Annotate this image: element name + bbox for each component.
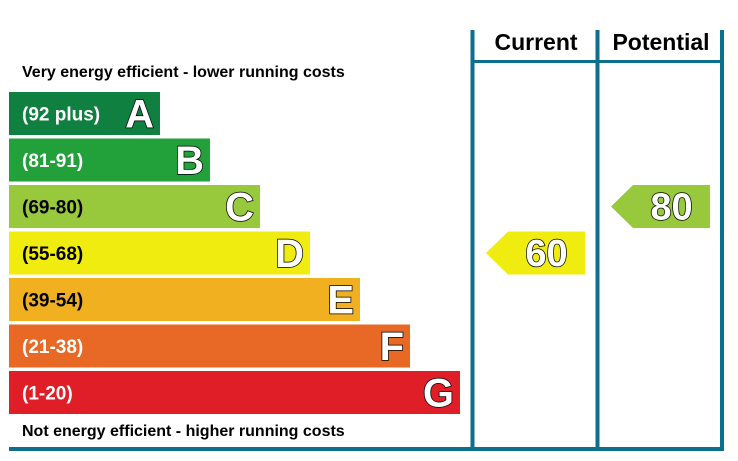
band-f-bar <box>9 324 410 368</box>
band-g-bar <box>9 371 460 414</box>
band-a-letter: A <box>125 93 154 137</box>
band-c: (69-80) C <box>9 185 260 230</box>
current-score-arrow-shape <box>486 231 585 275</box>
potential-score-arrow-shape <box>611 185 710 228</box>
bottom-caption: Not energy efficient - higher running co… <box>22 423 345 440</box>
band-g-letter: G <box>423 372 454 416</box>
band-b-range: (81-91) <box>22 151 83 172</box>
potential-column-header: Potential <box>612 29 709 55</box>
current-score-arrow: 60 <box>486 231 585 276</box>
rating-bands: (92 plus) A(81-91) B(69-80) C(55-68) D(39-54… <box>9 92 460 416</box>
band-f-letter: F <box>380 325 404 369</box>
band-e-bar <box>9 278 360 321</box>
score-arrows: 60 80 <box>486 185 710 276</box>
band-g: (1-20) G <box>9 371 460 416</box>
band-b-bar <box>9 138 210 182</box>
band-d-bar <box>9 231 310 275</box>
band-a-range: (92 plus) <box>22 105 100 126</box>
band-b: (81-91) B <box>9 138 210 184</box>
score-columns-frame <box>9 30 724 451</box>
band-f-range: (21-38) <box>22 337 83 358</box>
potential-score-arrow: 80 <box>611 185 710 229</box>
potential-score-arrow-value: 80 <box>650 187 692 229</box>
band-c-range: (69-80) <box>22 198 83 219</box>
band-c-bar <box>9 185 260 228</box>
band-b-letter: B <box>175 139 204 183</box>
band-e-letter: E <box>327 279 354 323</box>
band-a: (92 plus) A <box>9 92 160 137</box>
band-g-range: (1-20) <box>22 384 73 405</box>
band-f: (21-38) F <box>9 324 410 370</box>
band-d: (55-68) D <box>9 231 310 277</box>
current-column-header: Current <box>494 29 577 55</box>
band-e-range: (39-54) <box>22 291 83 312</box>
band-a-bar <box>9 92 160 135</box>
band-d-range: (55-68) <box>22 244 83 265</box>
current-score-arrow-value: 60 <box>525 233 567 275</box>
top-caption: Very energy efficient - lower running co… <box>22 64 345 81</box>
band-e: (39-54) E <box>9 278 360 323</box>
band-c-letter: C <box>225 186 254 230</box>
band-d-letter: D <box>275 232 304 276</box>
